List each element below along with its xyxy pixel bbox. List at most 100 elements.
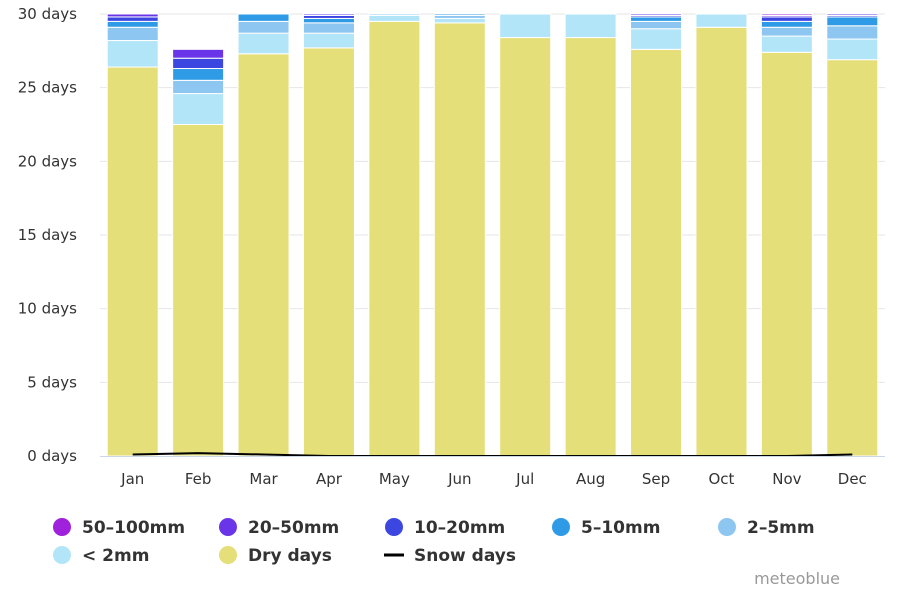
bar-segment <box>302 13 355 16</box>
x-tick-label: Apr <box>316 470 343 488</box>
x-tick-label: May <box>379 470 410 488</box>
legend-label: 50–100mm <box>82 518 185 538</box>
bar-segment <box>433 17 486 24</box>
bar-stack-jul <box>499 13 552 457</box>
credit-text: meteoblue <box>754 569 840 588</box>
legend-item: 2–5mm <box>718 518 815 538</box>
bar-segment <box>172 79 225 95</box>
bar-segment <box>172 124 225 457</box>
legend-circle-marker <box>552 518 570 536</box>
bar-stack-may <box>368 13 421 457</box>
bar-segment <box>630 20 683 30</box>
bar-segment <box>433 13 486 16</box>
bar-segment <box>106 20 159 28</box>
bar-segment <box>237 13 290 22</box>
legend-circle-marker <box>53 546 71 564</box>
x-tick-label: Dec <box>838 470 867 488</box>
legend-label: 10–20mm <box>414 518 505 538</box>
bar-segment <box>630 13 683 16</box>
legend-item: 50–100mm <box>53 518 185 538</box>
stacked-bars <box>106 13 879 457</box>
y-axis-ticks: 0 days 5 days 10 days 15 days 20 days 25 days… <box>18 5 77 465</box>
bar-segment <box>695 13 748 28</box>
grid-lines <box>100 13 885 383</box>
y-tick-label: 25 days <box>18 79 77 97</box>
bar-segment <box>695 26 748 457</box>
legend-circle-marker <box>219 546 237 564</box>
legend-label: Dry days <box>248 546 332 566</box>
bar-segment <box>106 66 159 457</box>
y-tick-label: 15 days <box>18 226 77 244</box>
bar-segment <box>237 20 290 34</box>
bar-stack-oct <box>695 13 748 457</box>
bar-segment <box>172 93 225 125</box>
bar-segment <box>106 13 159 18</box>
legend-circle-marker <box>219 518 237 536</box>
bar-segment <box>760 51 813 457</box>
bar-segment <box>172 48 225 59</box>
legend-item: Dry days <box>219 546 332 566</box>
bar-segment <box>237 32 290 55</box>
bar-segment <box>630 16 683 22</box>
bar-stack-apr <box>302 13 355 457</box>
legend-circle-marker <box>53 518 71 536</box>
bar-segment <box>760 26 813 37</box>
legend-circle-marker <box>385 518 403 536</box>
bar-stack-aug <box>564 13 617 457</box>
bar-stack-feb <box>172 48 225 457</box>
bar-segment <box>760 35 813 53</box>
x-axis-ticks: Jan Feb Mar Apr May Jun Jul Aug Sep Oct Nov Dec <box>120 470 867 488</box>
y-tick-label: 30 days <box>18 5 77 23</box>
x-tick-label: Jul <box>515 470 534 488</box>
bar-stack-jan <box>106 13 159 457</box>
bar-segment <box>826 16 879 27</box>
legend-item: Snow days <box>384 546 516 566</box>
legend-label: Snow days <box>414 546 516 566</box>
x-tick-label: Oct <box>708 470 734 488</box>
y-tick-label: 5 days <box>27 373 77 391</box>
bar-segment <box>826 38 879 61</box>
legend-item: 5–10mm <box>552 518 660 538</box>
legend-label: < 2mm <box>82 546 149 566</box>
legend-label: 20–50mm <box>248 518 339 538</box>
bar-segment <box>106 16 159 22</box>
bar-segment <box>302 17 355 24</box>
bar-segment <box>302 47 355 457</box>
bar-segment <box>826 13 879 16</box>
x-tick-label: Jun <box>447 470 471 488</box>
bar-segment <box>302 32 355 49</box>
y-tick-label: 0 days <box>27 447 77 465</box>
bar-segment <box>630 48 683 457</box>
bar-segment <box>760 13 813 16</box>
bar-segment <box>368 14 421 22</box>
bar-segment <box>826 59 879 457</box>
x-tick-label: Feb <box>185 470 212 488</box>
bar-segment <box>630 28 683 50</box>
bar-stack-nov <box>760 13 813 457</box>
x-tick-label: Aug <box>576 470 605 488</box>
legend: 50–100mm 20–50mm 10–20mm 5–10mm 2–5mm < 2mm Dr… <box>53 518 815 566</box>
bar-stack-mar <box>237 13 290 457</box>
legend-item: 10–20mm <box>385 518 505 538</box>
bar-segment <box>368 13 421 16</box>
legend-label: 2–5mm <box>747 518 815 538</box>
bar-segment <box>564 37 617 457</box>
x-tick-label: Nov <box>772 470 801 488</box>
bar-stack-dec <box>826 13 879 457</box>
bar-segment <box>368 20 421 457</box>
legend-circle-marker <box>718 518 736 536</box>
legend-label: 5–10mm <box>581 518 660 538</box>
bar-segment <box>760 20 813 28</box>
x-tick-label: Sep <box>642 470 670 488</box>
x-tick-label: Jan <box>120 470 144 488</box>
bar-segment <box>564 13 617 39</box>
bar-segment <box>499 37 552 457</box>
bar-segment <box>172 68 225 81</box>
bar-segment <box>302 22 355 34</box>
bar-segment <box>106 40 159 68</box>
bar-segment <box>237 53 290 457</box>
legend-item: 20–50mm <box>219 518 339 538</box>
bar-segment <box>433 22 486 457</box>
y-tick-label: 20 days <box>18 152 77 170</box>
